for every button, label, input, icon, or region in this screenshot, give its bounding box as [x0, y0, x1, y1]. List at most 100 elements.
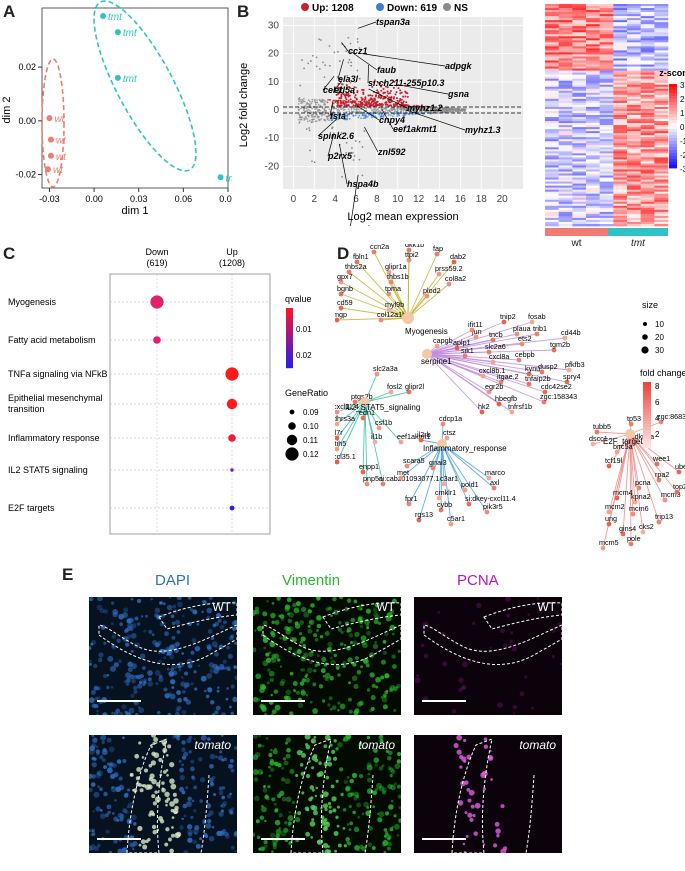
cell-nucleus [169, 654, 175, 660]
dotplot-category-label: transition [8, 404, 45, 414]
ma-xtick-label: 12 [413, 194, 425, 205]
heatmap-cell [640, 84, 655, 88]
heatmap-cell [545, 155, 559, 158]
cell-nucleus [165, 754, 169, 757]
ma-gene-leader [350, 174, 359, 226]
heatmap-cell [599, 62, 614, 65]
cell-nucleus [260, 846, 265, 852]
ma-point [455, 109, 457, 112]
heatmap-cell [545, 26, 559, 29]
cell-nucleus [193, 670, 197, 674]
cell-nucleus [420, 643, 425, 648]
cell-nucleus [268, 670, 275, 677]
ma-point [300, 116, 303, 119]
ma-point [308, 119, 311, 122]
epithelium-outline [364, 774, 374, 853]
cell-nucleus [340, 630, 344, 635]
cell-nucleus [230, 768, 235, 773]
cell-nucleus [122, 808, 128, 814]
ma-point [348, 110, 351, 112]
cell-nucleus [130, 597, 134, 601]
cell-nucleus [106, 673, 110, 677]
heatmap-cell [640, 135, 655, 138]
heatmap-cell [572, 10, 587, 13]
generatio-legend-dot [286, 434, 298, 446]
heatmap-cell [558, 213, 573, 217]
heatmap-cell [545, 149, 559, 152]
cell-nucleus [274, 808, 279, 812]
heatmap-cell [558, 58, 573, 61]
cell-nucleus [316, 654, 320, 658]
heatmap-cell [545, 106, 559, 110]
heatmap-cell [627, 20, 641, 23]
cell-nucleus [380, 696, 384, 699]
cell-nucleus [181, 817, 184, 821]
heatmap-cell [627, 42, 641, 45]
heatmap-cell [558, 96, 573, 100]
heatmap-cell [627, 179, 641, 182]
ma-point [371, 116, 373, 119]
heatmap-cell [572, 68, 587, 71]
cell-nucleus [197, 664, 201, 668]
cell-nucleus [229, 763, 234, 769]
ma-up-point [369, 97, 372, 100]
heatmap-cell [654, 82, 669, 86]
ma-point [406, 108, 409, 111]
heatmap-cell [613, 167, 628, 170]
cell-nucleus [132, 822, 137, 826]
ma-point [334, 116, 337, 118]
heatmap-cell [627, 171, 641, 174]
heatmap-cell [640, 213, 655, 217]
ma-up-point [404, 90, 407, 93]
network-gene-label: rpa2 [655, 470, 669, 479]
cell-nucleus [287, 618, 293, 624]
cell-nucleus [109, 762, 114, 767]
ma-point [298, 100, 300, 103]
network-edge [596, 431, 631, 435]
cell-nucleus [200, 735, 207, 741]
cell-nucleus [366, 762, 372, 768]
network-edge [426, 337, 566, 355]
cell-nucleus [308, 797, 313, 802]
ma-gene-leader [397, 84, 449, 95]
cell-nucleus [106, 737, 112, 743]
ma-xtick-label: 10 [392, 194, 404, 205]
cell-nucleus [263, 646, 267, 650]
heatmap-cell [545, 74, 559, 77]
cell-nucleus [96, 709, 99, 713]
heatmap-cell [558, 68, 573, 71]
cell-nucleus [225, 697, 229, 701]
heatmap-cell [654, 149, 669, 152]
heatmap-cell [640, 137, 655, 140]
network-gene-label: hk2 [478, 402, 490, 411]
ma-ns-point [301, 59, 303, 61]
cell-nucleus [365, 663, 370, 668]
heatmap-cell [558, 100, 573, 104]
micrograph-background [89, 735, 237, 853]
cell-nucleus [271, 602, 275, 605]
cell-nucleus [183, 751, 189, 757]
ma-point [328, 108, 331, 111]
wt-point [47, 152, 54, 159]
network-gene-label: tnfrsf1b [508, 402, 532, 411]
cell-nucleus [90, 642, 94, 646]
cell-nucleus [474, 802, 481, 809]
heatmap-cell [558, 189, 573, 192]
cell-nucleus [293, 812, 297, 815]
cell-nucleus [370, 706, 375, 711]
ma-point [380, 115, 383, 118]
cell-nucleus [96, 686, 101, 691]
heatmap-cell [613, 189, 628, 192]
cell-nucleus [255, 819, 260, 824]
cell-nucleus [112, 611, 118, 618]
ma-point [406, 106, 409, 109]
ma-up-point [386, 90, 389, 93]
heatmap-cell [572, 36, 587, 39]
heatmap-cell [627, 185, 641, 188]
heatmap-cell [627, 177, 641, 180]
ma-point [300, 107, 302, 110]
heatmap-legend-step [669, 120, 677, 124]
ma-up-point [372, 81, 375, 84]
heatmap-cell [545, 193, 559, 197]
